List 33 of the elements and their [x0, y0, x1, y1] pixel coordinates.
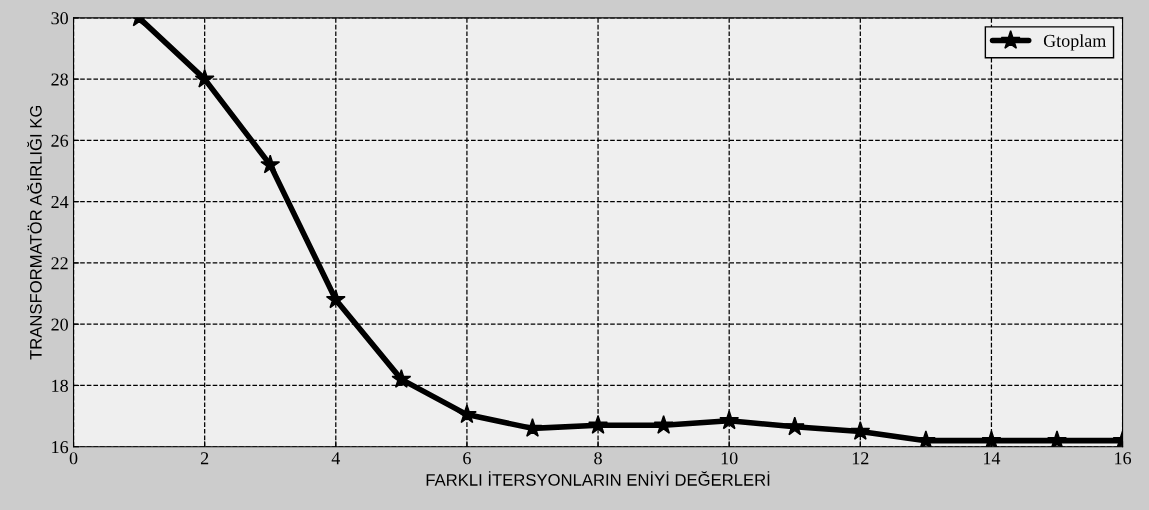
- point: [653, 414, 674, 434]
- point: [981, 430, 1002, 447]
- x-tick-label: 8: [594, 452, 602, 465]
- point: [391, 368, 412, 388]
- y-tick-label: 16: [52, 441, 69, 454]
- y-tick-label: 28: [51, 73, 68, 86]
- y-axis-title: TRANSFORMATÖR AĞIRLIĞI KG: [27, 105, 42, 360]
- x-tick-label: 14: [984, 452, 1001, 465]
- x-tick-label: 6: [463, 452, 471, 465]
- x-tick-label: 10: [721, 452, 738, 465]
- y-tick-label: 22: [51, 257, 68, 270]
- x-axis-title: FARKLI İTERSYONLARIN ENİYİ DEĞERLERİ: [426, 471, 770, 486]
- y-tick-label: 18: [52, 379, 68, 392]
- x-tick-label: 12: [852, 452, 869, 465]
- point: [260, 154, 281, 174]
- y-tick-label: 30: [51, 12, 68, 25]
- legend-label: Gtoplam: [1043, 34, 1107, 51]
- point: [194, 68, 215, 88]
- point: [522, 417, 543, 437]
- point: [325, 289, 346, 309]
- y-tick-label: 26: [51, 134, 69, 147]
- point: [719, 410, 740, 430]
- y-tick-label: 24: [51, 195, 69, 208]
- x-tick-label: 0: [69, 452, 78, 465]
- x-tick-label: 16: [1115, 452, 1132, 465]
- point: [784, 416, 805, 436]
- x-tick-label: 2: [200, 452, 209, 465]
- point: [1047, 430, 1067, 447]
- point: [850, 421, 871, 441]
- point: [588, 414, 608, 434]
- y-tick-label: 20: [51, 318, 68, 331]
- point: [456, 404, 477, 424]
- x-tick-label: 4: [331, 452, 341, 465]
